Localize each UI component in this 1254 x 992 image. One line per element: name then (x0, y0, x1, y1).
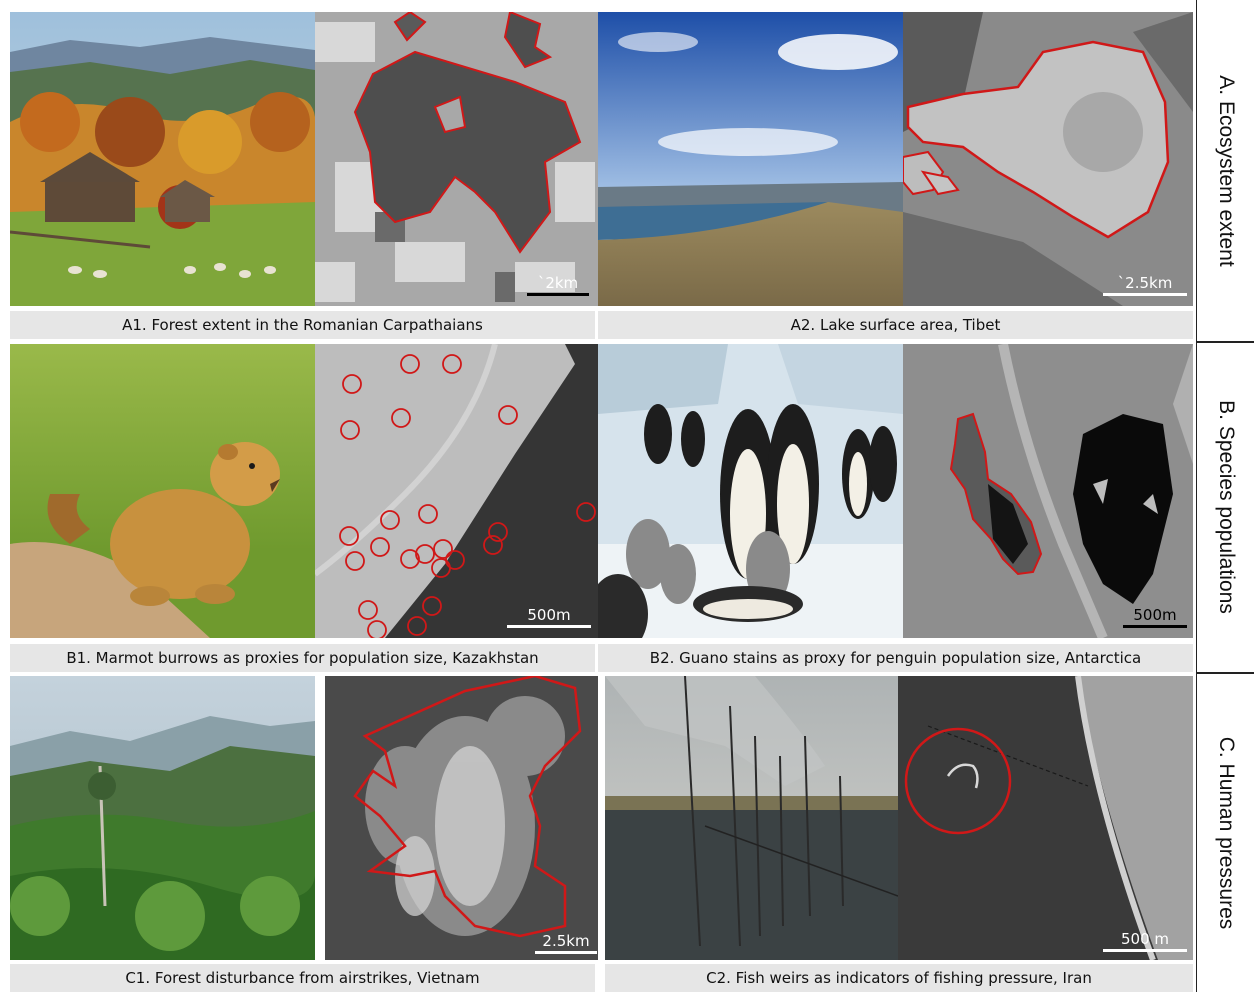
c1-satellite: 2.5km (325, 676, 598, 960)
a1-caption: A1. Forest extent in the Romanian Carpat… (10, 311, 595, 339)
b1-satellite: 500m (315, 344, 598, 638)
c1-caption: C1. Forest disturbance from airstrikes, … (10, 964, 595, 992)
section-c-label: C. Human pressures (1215, 736, 1238, 929)
a2-satellite: `2.5km (903, 12, 1193, 306)
section-divider-bc (1196, 672, 1254, 674)
a1-satellite: `2km (315, 12, 598, 306)
a2-scale-label: `2.5km (1117, 274, 1173, 292)
c1-scale-label: 2.5km (542, 932, 590, 950)
c2-caption: C2. Fish weirs as indicators of fishing … (605, 964, 1193, 992)
a1-scale-bar: `2km (527, 274, 589, 296)
section-a-label: A. Ecosystem extent (1215, 74, 1238, 267)
c2-scale-bar: 500 m (1103, 930, 1187, 952)
c2-photo (605, 676, 898, 960)
c1-scale-bar: 2.5km (535, 932, 597, 954)
b1-scale-label: 500m (527, 606, 571, 624)
b2-satellite: 500m (903, 344, 1193, 638)
c1-photo (10, 676, 315, 960)
b2-caption: B2. Guano stains as proxy for penguin po… (598, 644, 1193, 672)
b1-caption: B1. Marmot burrows as proxies for popula… (10, 644, 595, 672)
b2-scale-label: 500m (1133, 606, 1177, 624)
section-a-strip: A. Ecosystem extent (1196, 0, 1254, 341)
a2-photo (598, 12, 903, 306)
a2-scale-bar: `2.5km (1103, 274, 1187, 296)
a1-photo (10, 12, 315, 306)
a1-scale-label: `2km (537, 274, 579, 292)
b1-scale-bar: 500m (507, 606, 591, 628)
c2-scale-label: 500 m (1120, 930, 1169, 948)
section-b-label: B. Species populations (1215, 400, 1238, 614)
c2-satellite: 500 m (898, 676, 1193, 960)
b2-scale-bar: 500m (1123, 606, 1187, 628)
b1-photo (10, 344, 315, 638)
section-c-strip: C. Human pressures (1196, 673, 1254, 992)
section-b-strip: B. Species populations (1196, 342, 1254, 672)
a2-caption: A2. Lake surface area, Tibet (598, 311, 1193, 339)
section-divider-ab (1196, 341, 1254, 343)
b2-photo (598, 344, 903, 638)
